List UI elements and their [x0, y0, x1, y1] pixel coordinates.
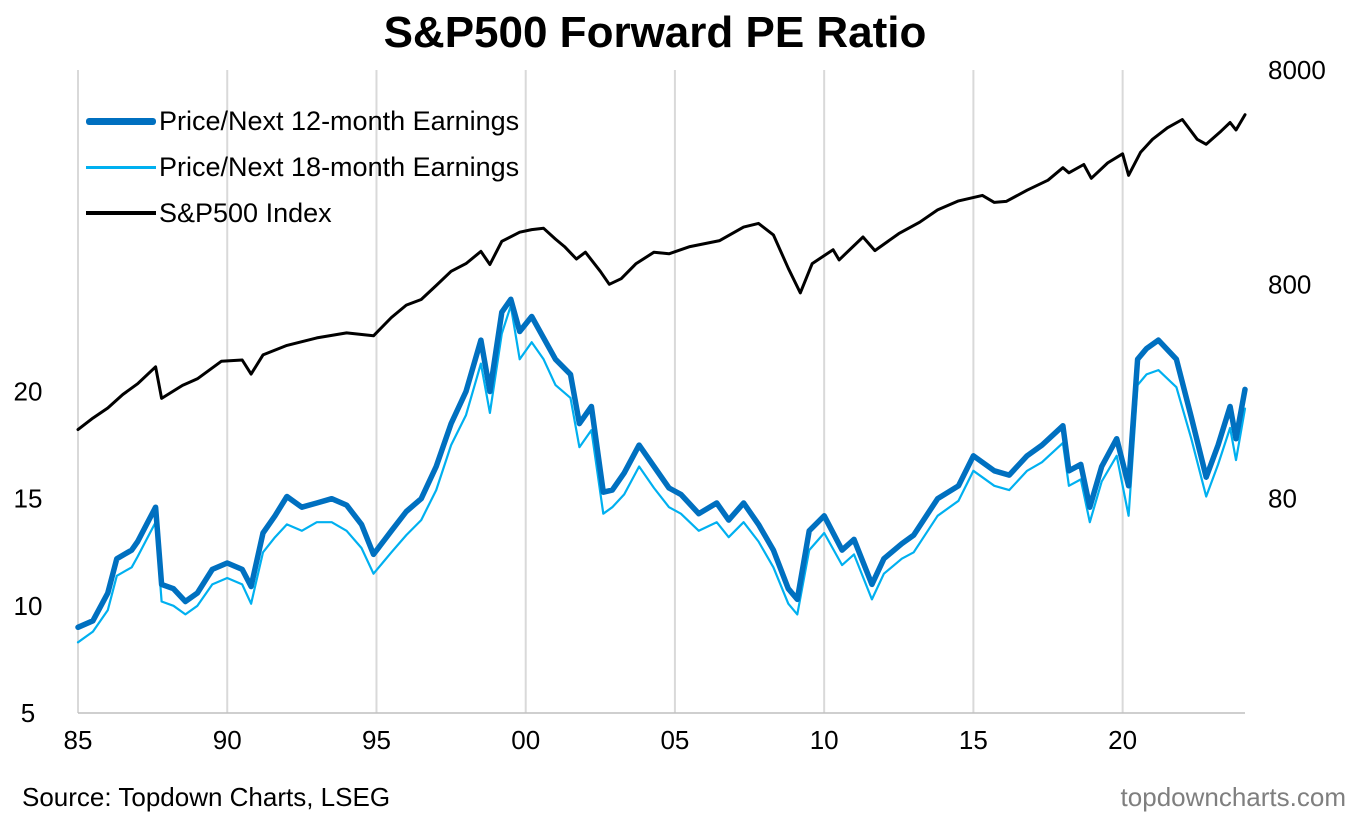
legend: Price/Next 12-month Earnings Price/Next … [86, 98, 519, 236]
chart-title: S&P500 Forward PE Ratio [383, 8, 927, 57]
legend-item-12m: Price/Next 12-month Earnings [86, 98, 519, 144]
x-tick-label: 15 [959, 725, 988, 755]
x-tick-label: 85 [64, 725, 93, 755]
x-tick-label: 10 [810, 725, 839, 755]
legend-label-12m: Price/Next 12-month Earnings [159, 105, 520, 136]
legend-item-18m: Price/Next 18-month Earnings [86, 144, 519, 190]
right-tick-label: 800 [1268, 269, 1311, 299]
watermark: topdowncharts.com [1120, 782, 1346, 812]
x-tick-label: 00 [511, 725, 540, 755]
left-tick-label: 15 [14, 484, 43, 514]
right-tick-label: 8000 [1268, 55, 1326, 85]
x-tick-label: 90 [213, 725, 242, 755]
left-tick-label: 20 [14, 377, 43, 407]
x-tick-label: 95 [362, 725, 391, 755]
left-tick-label: 5 [21, 698, 35, 728]
legend-item-spx: S&P500 Index [86, 190, 519, 236]
legend-label-18m: Price/Next 18-month Earnings [159, 151, 520, 182]
x-tick-label: 20 [1108, 725, 1137, 755]
series-line-sp500 [76, 113, 1247, 432]
source-note: Source: Topdown Charts, LSEG [22, 782, 391, 812]
legend-swatch-18m [86, 165, 156, 169]
legend-swatch-spx [86, 211, 156, 215]
series-line-12m-pe [75, 296, 1248, 631]
left-tick-label: 10 [14, 591, 43, 621]
legend-swatch-12m [86, 117, 156, 125]
series-line-18m-pe [76, 304, 1247, 644]
legend-label-spx: S&P500 Index [159, 197, 332, 228]
x-tick-label: 05 [660, 725, 689, 755]
right-tick-label: 80 [1268, 484, 1297, 514]
